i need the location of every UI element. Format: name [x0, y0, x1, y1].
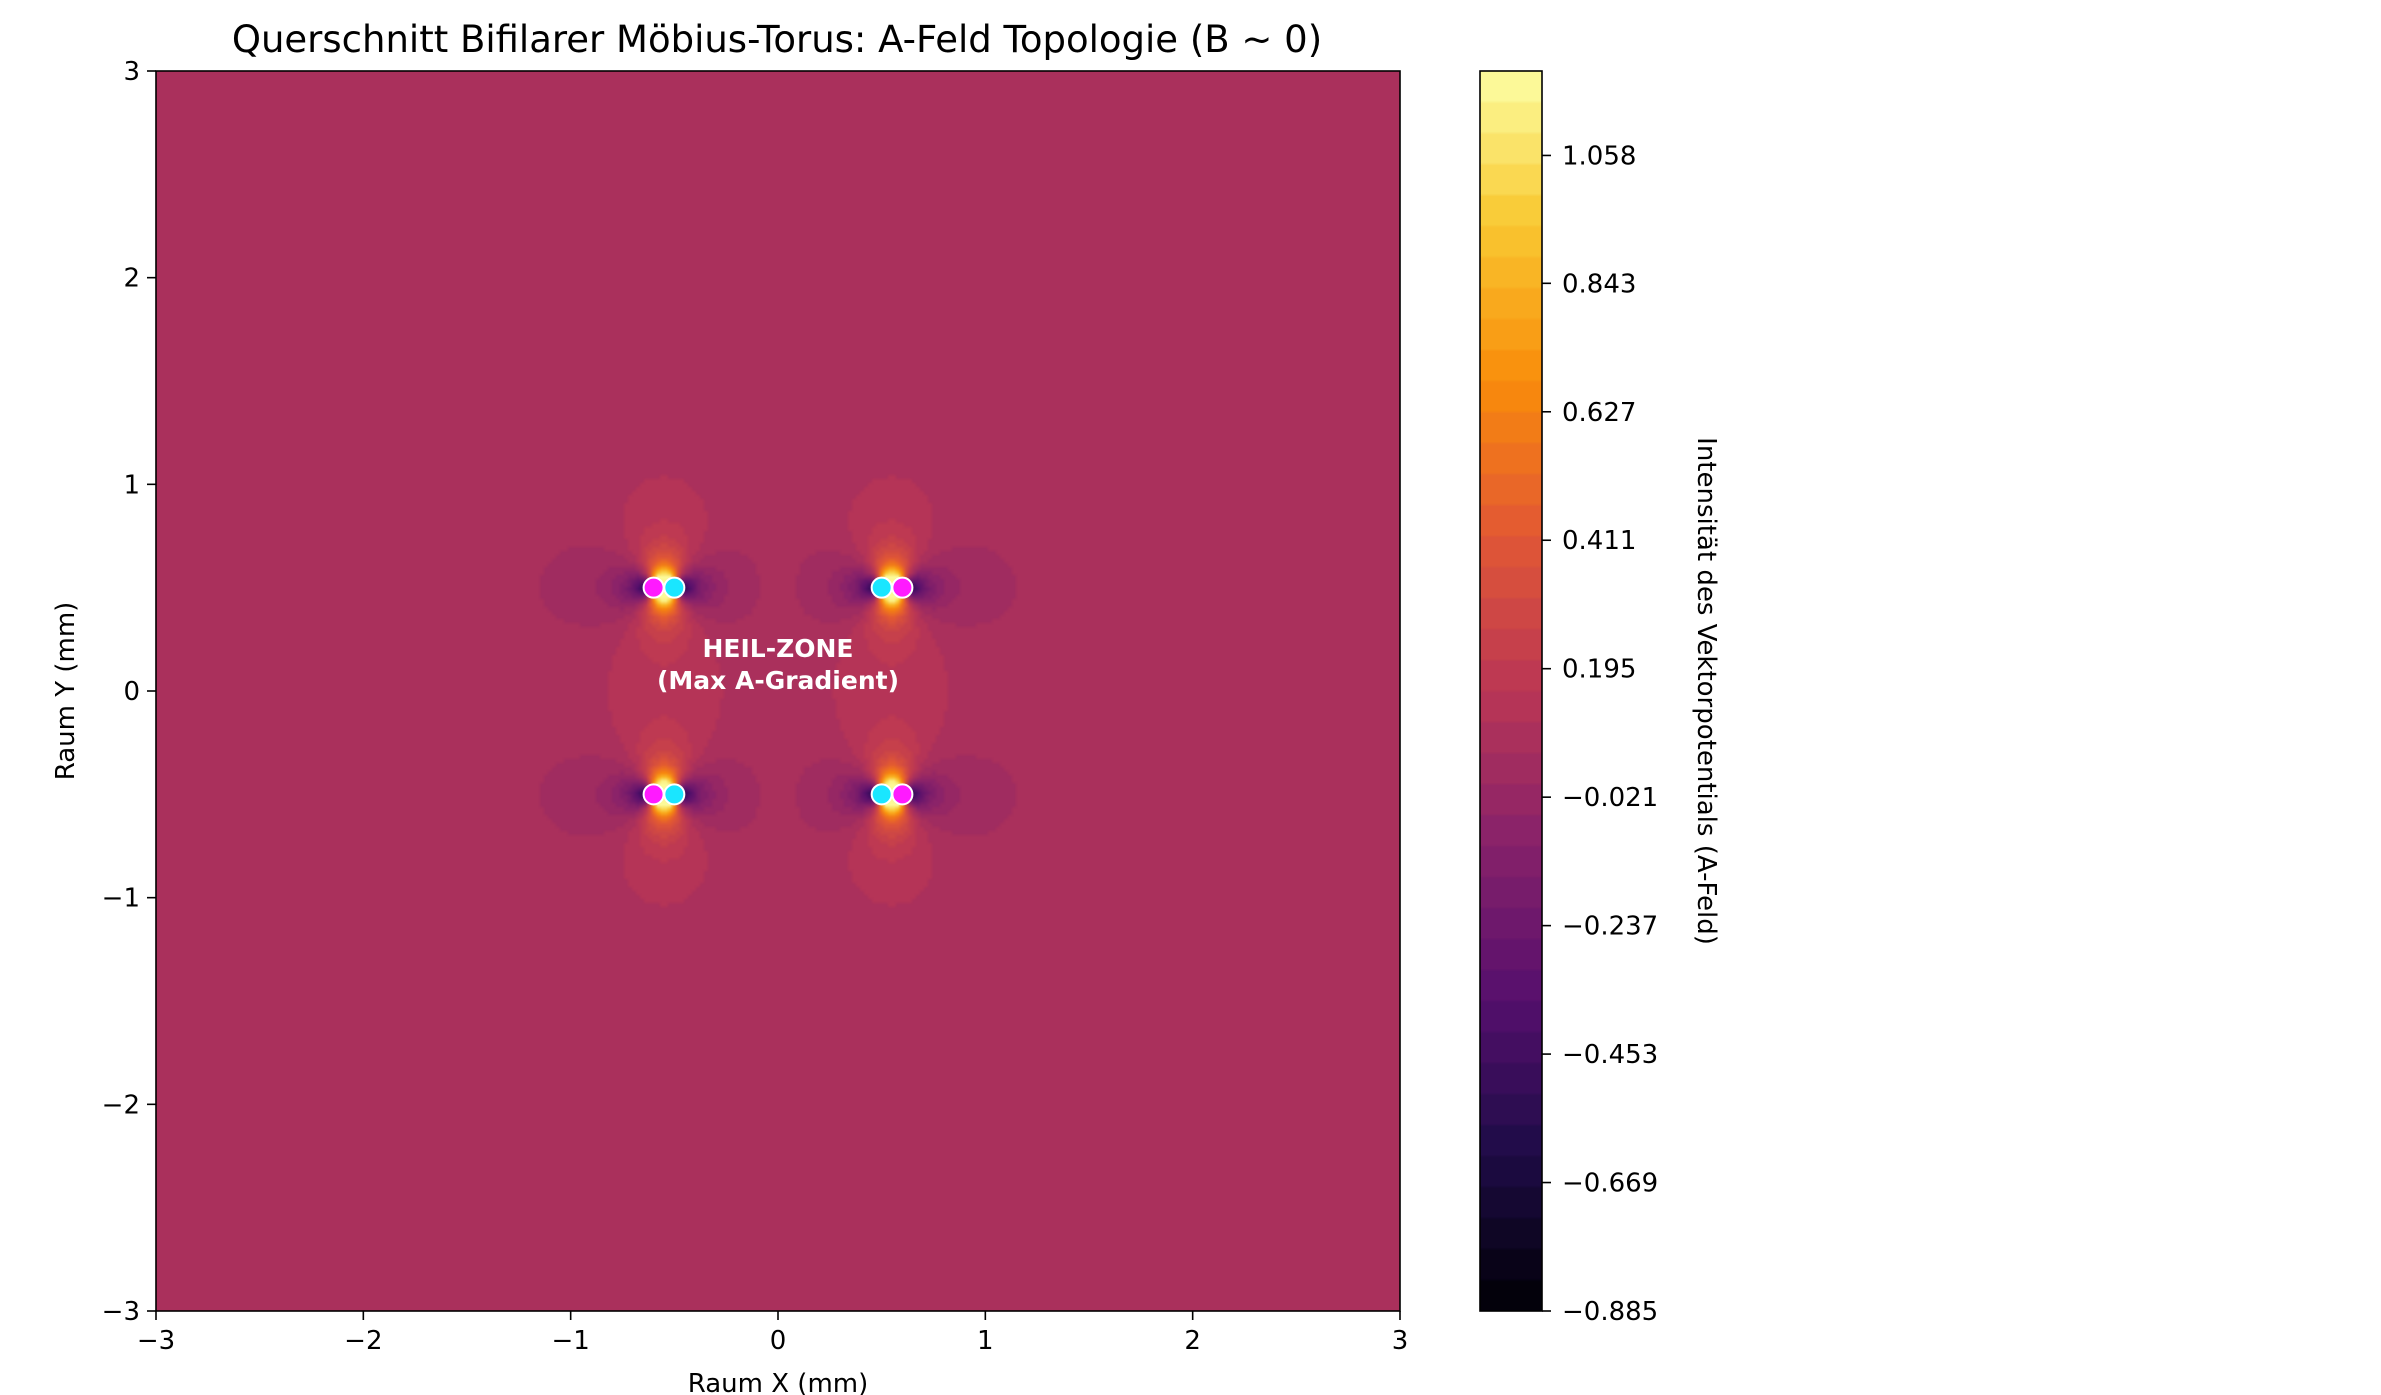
plot-area: HEIL-ZONE (Max A-Gradient): [155, 70, 1401, 1312]
y-tick-label: 0: [123, 677, 140, 707]
colorbar-tick-label: 1.058: [1562, 141, 1636, 171]
colorbar-tick-label: 0.195: [1562, 655, 1636, 685]
conductor-marker: [663, 783, 686, 806]
conductor-marker: [870, 576, 893, 599]
conductor-marker: [642, 783, 665, 806]
y-tick-label: 3: [123, 57, 140, 87]
colorbar-tick-label: −0.453: [1562, 1040, 1658, 1070]
x-tick-label: −2: [344, 1326, 382, 1356]
colorbar-label: Intensität des Vektorpotentials (A-Feld): [1691, 437, 1721, 945]
y-axis: −3 −2 −1 0 1 2 3: [102, 57, 156, 1327]
colorbar-tick-label: −0.021: [1562, 783, 1658, 813]
conductor-marker: [642, 576, 665, 599]
conductor-marker: [891, 783, 914, 806]
colorbar-tick-label: −0.237: [1562, 912, 1658, 942]
colorbar-frame: [1479, 70, 1543, 1312]
colorbar-tick-label: 0.411: [1562, 526, 1636, 556]
x-tick-label: 1: [977, 1326, 994, 1356]
conductor-marker: [891, 576, 914, 599]
colorbar-tick-label: −0.885: [1562, 1297, 1658, 1327]
x-axis: −3 −2 −1 0 1 2 3: [137, 1311, 1408, 1356]
colorbar-ticks: −0.885 −0.669 −0.453 −0.237 −0.021 0.195 0.411…: [1542, 141, 1658, 1327]
conductor-marker: [870, 783, 893, 806]
chart-title: Querschnitt Bifilarer Möbius-Torus: A-Fe…: [232, 18, 1322, 61]
colorbar-gradient: [1480, 71, 1542, 1311]
y-axis-label: Raum Y (mm): [51, 602, 81, 781]
x-tick-label: −3: [137, 1326, 175, 1356]
x-tick-label: 3: [1392, 1326, 1409, 1356]
heatmap-field: [156, 71, 1400, 1311]
annotation-line-1: HEIL-ZONE: [703, 634, 854, 663]
colorbar: −0.885 −0.669 −0.453 −0.237 −0.021 0.195 0.411…: [1479, 70, 1721, 1327]
y-tick-label: 1: [123, 470, 140, 500]
colorbar-tick-label: 0.843: [1562, 269, 1636, 299]
conductor-marker: [663, 576, 686, 599]
y-tick-label: −1: [102, 884, 140, 914]
colorbar-tick-label: −0.669: [1562, 1169, 1658, 1199]
colorbar-tick-label: 0.627: [1562, 398, 1636, 428]
x-tick-label: 0: [770, 1326, 787, 1356]
y-tick-label: −3: [102, 1297, 140, 1327]
conductor-markers: [642, 576, 914, 806]
y-tick-label: −2: [102, 1090, 140, 1120]
y-tick-label: 2: [123, 264, 140, 294]
x-axis-label: Raum X (mm): [688, 1369, 869, 1395]
x-tick-label: 2: [1184, 1326, 1201, 1356]
x-tick-label: −1: [552, 1326, 590, 1356]
annotation-line-2: (Max A-Gradient): [657, 666, 899, 695]
